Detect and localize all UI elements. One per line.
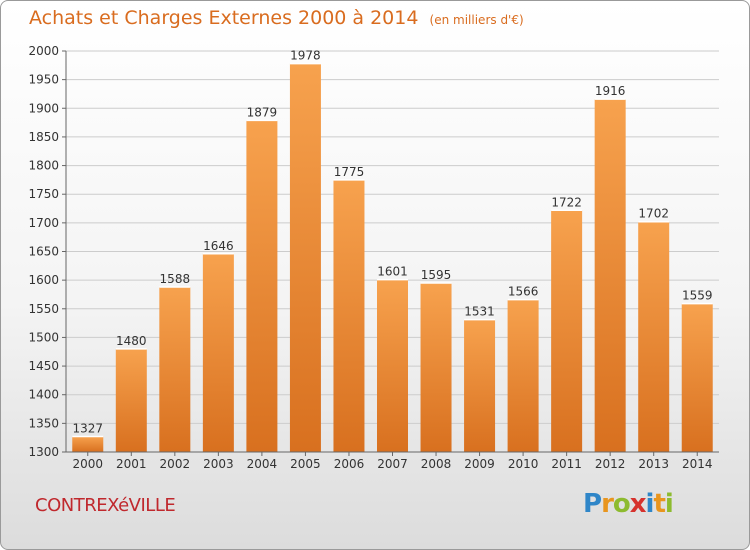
x-tick-label: 2014 <box>682 457 713 471</box>
x-tick-label: 2007 <box>377 457 408 471</box>
x-tick-label: 2004 <box>247 457 278 471</box>
y-tick-label: 1850 <box>28 130 59 144</box>
y-tick-label: 1950 <box>28 73 59 87</box>
data-label: 1879 <box>247 105 278 119</box>
y-tick-label: 1550 <box>28 302 59 316</box>
chart-title: Achats et Charges Externes 2000 à 2014 (… <box>29 7 524 29</box>
data-label: 1775 <box>334 165 365 179</box>
data-label: 1327 <box>72 422 103 436</box>
x-tick-label: 2012 <box>595 457 626 471</box>
bar <box>594 99 626 453</box>
logo-letter: i <box>645 489 655 519</box>
x-tick-label: 2009 <box>464 457 495 471</box>
logo-letter: t <box>653 489 665 519</box>
commune-name: CONTREXéVILLE <box>35 495 176 516</box>
y-tick-label: 1650 <box>28 245 59 259</box>
bar <box>464 319 496 452</box>
y-tick-label: 1700 <box>28 216 59 230</box>
data-label: 1702 <box>638 207 669 221</box>
x-tick-label: 2006 <box>334 457 365 471</box>
data-label: 1722 <box>551 195 582 209</box>
data-label: 1978 <box>290 49 321 63</box>
y-tick-label: 2000 <box>28 44 59 58</box>
data-label: 1480 <box>116 334 147 348</box>
bar <box>246 120 278 453</box>
bar <box>333 179 365 452</box>
bar <box>377 279 408 452</box>
logo-letter: x <box>629 489 647 519</box>
x-tick-label: 2011 <box>551 457 582 471</box>
y-tick-label: 1500 <box>28 330 59 344</box>
bar <box>638 221 670 452</box>
y-tick-label: 1900 <box>28 101 59 115</box>
bar <box>72 436 104 452</box>
data-label: 1595 <box>421 268 452 282</box>
data-label: 1916 <box>595 84 626 98</box>
x-tick-label: 2008 <box>421 457 452 471</box>
data-label: 1588 <box>160 272 191 286</box>
title-main: Achats et Charges Externes 2000 à 2014 <box>29 7 419 29</box>
y-tick-label: 1450 <box>28 359 59 373</box>
bar <box>551 210 583 452</box>
data-label: 1531 <box>464 305 495 319</box>
bar <box>202 253 234 452</box>
title-unit: (en milliers d'€) <box>429 13 524 27</box>
bar <box>420 283 452 452</box>
data-label: 1646 <box>203 239 234 253</box>
data-label: 1559 <box>682 289 713 303</box>
x-tick-label: 2002 <box>160 457 191 471</box>
bar <box>115 348 147 452</box>
bar <box>159 287 191 452</box>
x-tick-label: 2000 <box>72 457 103 471</box>
logo-letter: r <box>601 489 614 519</box>
logo-letter: i <box>664 489 674 519</box>
y-tick-label: 1400 <box>28 388 59 402</box>
logo-letter: o <box>612 489 631 519</box>
proxiti-logo: Proxiti <box>583 489 674 519</box>
logo-letter: P <box>583 489 602 519</box>
bar <box>289 63 321 453</box>
bar <box>681 303 713 452</box>
x-tick-label: 2005 <box>290 457 321 471</box>
bar <box>507 299 539 452</box>
x-tick-label: 2001 <box>116 457 147 471</box>
x-tick-label: 2010 <box>508 457 539 471</box>
data-label: 1566 <box>508 285 539 299</box>
x-tick-label: 2003 <box>203 457 234 471</box>
y-tick-label: 1300 <box>28 445 59 459</box>
y-tick-label: 1350 <box>28 416 59 430</box>
y-tick-label: 1600 <box>28 273 59 287</box>
data-label: 1601 <box>377 265 408 279</box>
y-tick-label: 1800 <box>28 159 59 173</box>
x-tick-label: 2013 <box>638 457 669 471</box>
y-tick-label: 1750 <box>28 187 59 201</box>
